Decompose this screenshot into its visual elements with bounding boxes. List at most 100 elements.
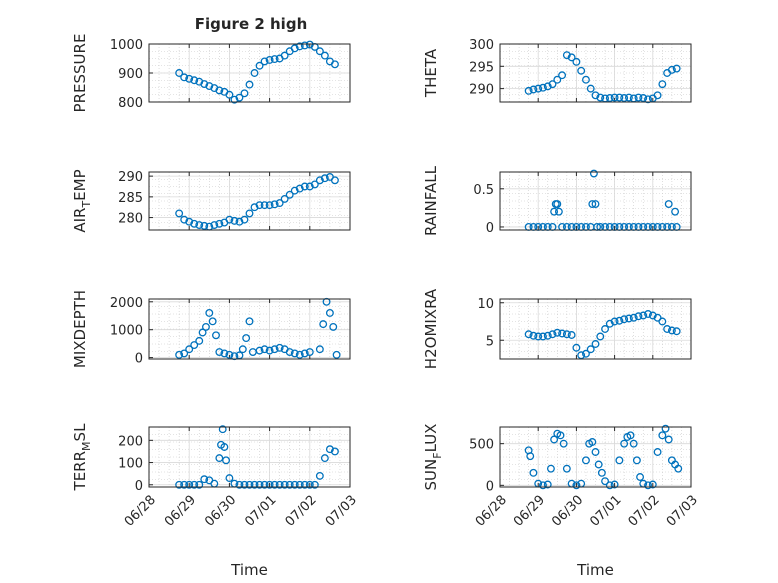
data-point	[320, 174, 329, 183]
data-point	[543, 331, 552, 340]
data-point	[605, 481, 614, 490]
data-point	[653, 313, 662, 322]
data-point	[653, 448, 662, 456]
y-tick-label: 0.5	[473, 183, 494, 198]
data-point	[310, 180, 319, 189]
data-point	[218, 425, 227, 434]
y-tick-label: 1000	[110, 324, 143, 339]
data-point	[295, 480, 304, 489]
data-point	[195, 480, 204, 489]
data-point	[320, 51, 329, 60]
data-point	[596, 93, 605, 102]
data-point	[330, 60, 339, 69]
data-point	[300, 480, 309, 489]
data-point	[586, 84, 595, 93]
data-point	[270, 345, 279, 354]
data-point	[285, 190, 294, 199]
axes-box	[148, 426, 351, 488]
subplot-theta: 290 295 300 THETA	[422, 38, 692, 104]
data-point	[245, 480, 254, 489]
data-point	[582, 349, 590, 358]
data-point	[629, 313, 638, 322]
x-tick-label: 06/29	[162, 493, 199, 530]
data-point	[255, 61, 264, 70]
data-point	[230, 352, 239, 361]
x-tick-label: 07/03	[323, 493, 360, 530]
data-point	[285, 480, 294, 489]
y-tick-label: 285	[118, 191, 143, 206]
data-point	[332, 350, 341, 359]
data-point	[546, 464, 555, 473]
data-point	[180, 73, 189, 82]
data-point	[270, 55, 279, 64]
data-point	[260, 345, 269, 354]
data-point	[225, 90, 234, 99]
subplot-sun_flux: 0 500 06/28 06/29 06/30 07/01 07/02 07/03 Time SU…	[422, 424, 701, 579]
data-point	[185, 480, 194, 489]
data-point	[615, 456, 624, 465]
figure-title: Figure 2 high	[195, 15, 308, 33]
data-point	[315, 176, 324, 185]
data-point	[280, 480, 289, 489]
data-point	[526, 452, 535, 461]
data-point	[212, 331, 220, 340]
y-tick-label: 5	[486, 334, 494, 349]
data-point	[305, 182, 314, 191]
data-point	[210, 479, 219, 488]
data-point	[567, 331, 576, 339]
data-point	[208, 317, 217, 326]
data-point	[601, 325, 609, 333]
data-point	[567, 53, 576, 62]
y-tick-label: 290	[469, 83, 494, 98]
data-point	[620, 439, 629, 448]
y-axis-label: SUNFLUX	[422, 424, 444, 491]
data-point	[529, 85, 538, 94]
data-point	[605, 319, 614, 328]
subplot-terr_msl: 0 100 200 06/28 06/29 06/30 07/01 07/02 07/03 Tim…	[71, 423, 360, 579]
data-point	[185, 217, 194, 226]
data-point	[644, 481, 652, 490]
y-axis-label: PRESSURE	[71, 34, 89, 113]
subplot-mixdepth: 0 1000 2000 MIXDEPTH	[71, 290, 351, 368]
data-point	[610, 317, 619, 326]
data-point	[220, 443, 229, 451]
data-point	[588, 200, 597, 209]
data-point	[215, 219, 224, 228]
x-tick-label: 07/02	[283, 493, 320, 530]
data-point	[672, 64, 681, 73]
subplot-rainfall: 0 0.5 RAINFALL	[422, 165, 692, 236]
data-point	[586, 345, 595, 354]
data-point	[548, 330, 557, 339]
axes-box	[148, 298, 351, 360]
data-point	[591, 340, 600, 348]
x-tick-label: 06/28	[473, 493, 510, 530]
data-point	[529, 331, 538, 340]
data-point	[255, 201, 264, 210]
data-point	[562, 51, 571, 60]
data-point	[325, 309, 334, 317]
data-point	[190, 480, 199, 489]
subplot-air_temp: 280 285 290 AIRTEMP	[71, 169, 351, 233]
data-point	[644, 310, 652, 318]
data-point	[591, 200, 600, 209]
data-point	[205, 309, 214, 317]
data-point	[250, 69, 259, 77]
data-point	[672, 327, 681, 336]
data-point	[195, 336, 204, 345]
data-point	[529, 468, 538, 477]
data-point	[550, 207, 559, 216]
data-point	[185, 345, 194, 354]
data-point	[562, 464, 571, 473]
data-point	[200, 80, 209, 88]
data-point	[245, 317, 254, 326]
data-point	[222, 456, 230, 465]
data-point	[572, 481, 581, 490]
data-point	[524, 86, 533, 95]
series-markers	[175, 297, 341, 361]
y-tick-label: 900	[118, 67, 143, 82]
data-point	[615, 93, 624, 102]
data-point	[180, 215, 189, 224]
data-point	[198, 328, 207, 337]
y-axis-label: TERRMSL	[71, 423, 93, 492]
